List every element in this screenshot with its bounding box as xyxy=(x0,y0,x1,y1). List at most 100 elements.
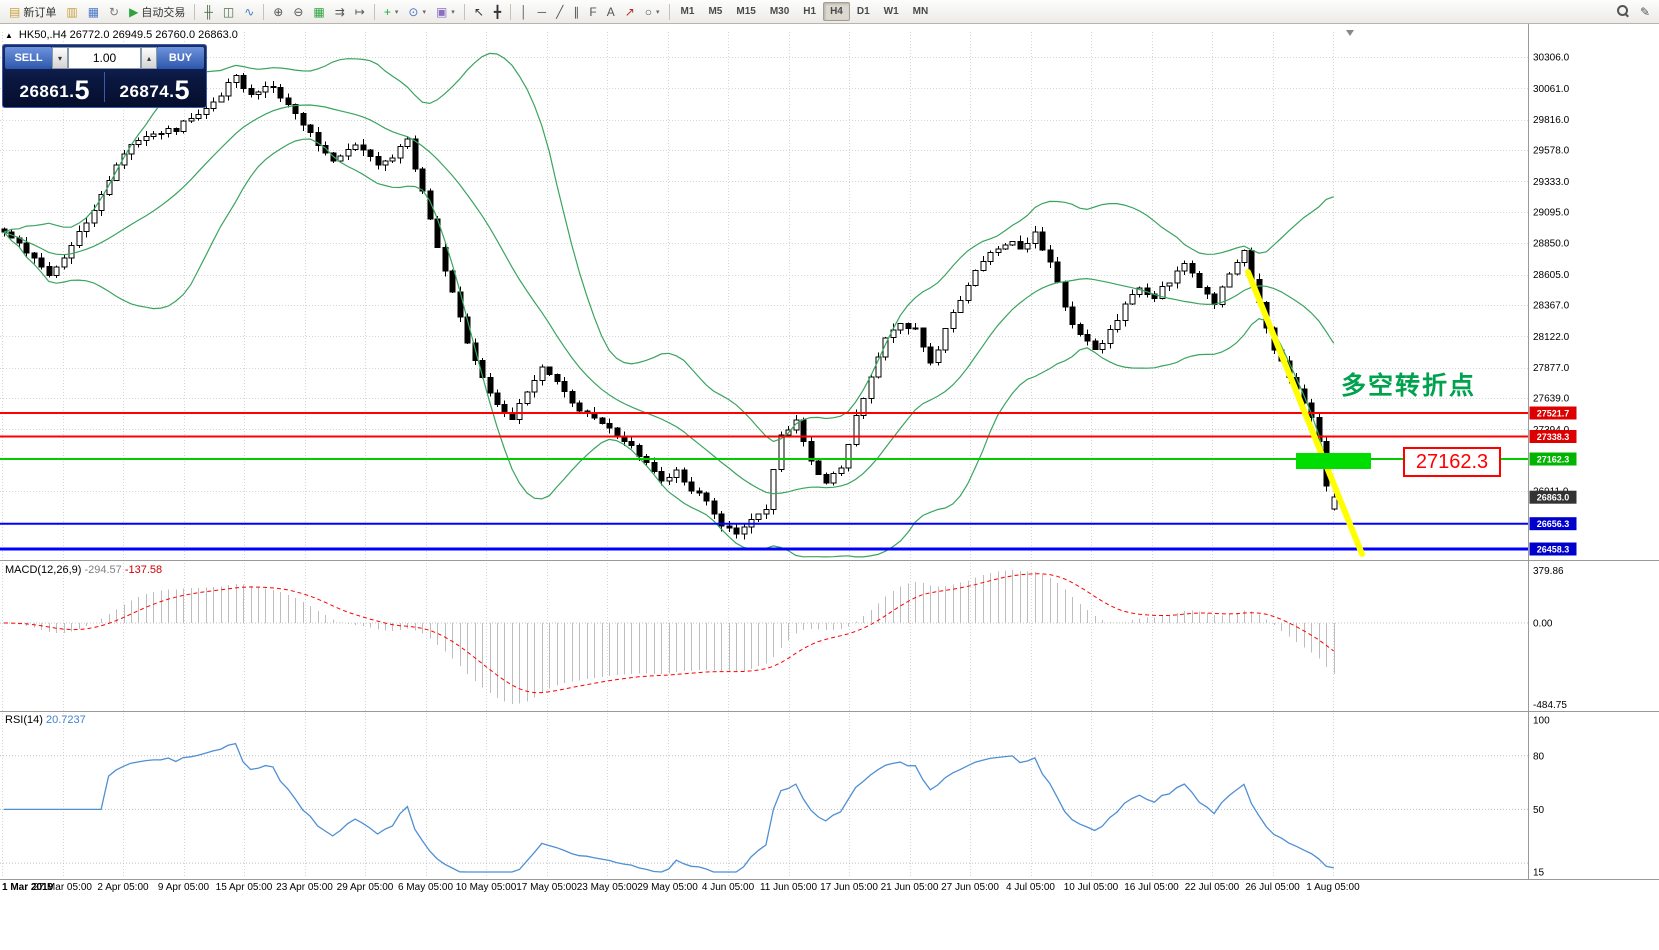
vertical-line-button[interactable]: │ xyxy=(515,2,533,21)
candle-body xyxy=(352,144,359,150)
turning-point-annotation[interactable]: 多空转折点 xyxy=(1341,372,1477,400)
zoom-in-icon: ⊕ xyxy=(273,4,284,19)
candle-body xyxy=(255,91,262,95)
timeframe-m1-button[interactable]: M1 xyxy=(674,2,702,21)
new-order-button[interactable]: ▤ 新订单 xyxy=(4,2,61,21)
candle-body xyxy=(1308,402,1315,418)
quick-draw-button[interactable]: ✎ xyxy=(1635,2,1655,21)
svg-text:27639.0: 27639.0 xyxy=(1533,394,1570,405)
tile-windows-button[interactable]: ▦ xyxy=(308,2,329,21)
toolbar-separator xyxy=(510,3,512,20)
candle-body xyxy=(38,257,45,268)
timeframe-h1-button[interactable]: H1 xyxy=(796,2,823,21)
price-level-callout[interactable]: 27162.3 xyxy=(1403,447,1501,477)
text-button[interactable]: A xyxy=(602,2,620,21)
market-watch-button[interactable]: ▦ xyxy=(83,2,104,21)
candle-body xyxy=(576,402,583,412)
candle-body xyxy=(897,323,904,331)
zoom-in-button[interactable]: ⊕ xyxy=(268,2,288,21)
arrows-button[interactable]: ↗ xyxy=(620,2,640,21)
sell-price-display[interactable]: 26861. 5 xyxy=(5,69,104,105)
periods-button[interactable]: ⊙ ▾ xyxy=(403,2,431,21)
charts-icon: ▥ xyxy=(66,4,78,19)
candle-body xyxy=(845,444,852,469)
channel-button[interactable]: ∥ xyxy=(568,2,584,21)
candlestick-chart-button[interactable]: ◫ xyxy=(218,2,239,21)
macd-name: MACD(12,26,9) xyxy=(5,564,82,576)
volume-up-button[interactable]: ▴ xyxy=(141,47,157,69)
crosshair-button[interactable]: ╋ xyxy=(489,2,506,21)
bar-chart-button[interactable]: ╫ xyxy=(199,2,218,21)
candle-body xyxy=(23,242,30,254)
auto-scroll-button[interactable]: ⇉ xyxy=(330,2,350,21)
svg-text:30061.0: 30061.0 xyxy=(1533,84,1570,95)
timeframe-w1-button[interactable]: W1 xyxy=(877,2,906,21)
auto-trading-button[interactable]: ▶ 自动交易 xyxy=(124,2,190,21)
highlight-rect-annotation[interactable] xyxy=(1296,453,1371,469)
trend-line-annotation[interactable] xyxy=(1245,269,1365,557)
timeframe-mn-button[interactable]: MN xyxy=(906,2,936,21)
candle-body xyxy=(322,144,329,154)
buy-button[interactable]: BUY xyxy=(157,47,204,69)
cursor-button[interactable]: ↖ xyxy=(469,2,489,21)
chart-window: 30306.0 30061.0 29816.0 29578.0 29333.0 29095… xyxy=(0,24,1659,950)
symbol-search-button[interactable] xyxy=(1612,2,1635,21)
timeframe-d1-button[interactable]: D1 xyxy=(850,2,877,21)
navigator-button[interactable]: ↻ xyxy=(104,2,124,21)
trendline-icon: ╱ xyxy=(556,4,564,19)
templates-button[interactable]: ▣ ▾ xyxy=(431,2,460,21)
line-chart-button[interactable]: ∿ xyxy=(239,2,259,21)
draw-group: │ ─ ╱ ∥ F A ↗ ○ ▾ xyxy=(515,0,664,23)
timeframe-h4-button[interactable]: H4 xyxy=(823,2,850,21)
candle-body xyxy=(397,146,404,159)
macd-indicator-label: MACD(12,26,9) -294.57 -137.58 xyxy=(5,564,162,576)
candle-body xyxy=(1204,286,1211,295)
volume-down-button[interactable]: ▾ xyxy=(52,47,68,69)
tile-windows-icon: ▦ xyxy=(313,4,325,19)
rsi-name: RSI(14) xyxy=(5,714,43,726)
svg-text:17 May 05:00: 17 May 05:00 xyxy=(516,882,577,893)
candle-body xyxy=(741,526,748,535)
fibonacci-button[interactable]: F xyxy=(584,2,601,21)
svg-text:9 Apr 05:00: 9 Apr 05:00 xyxy=(158,882,210,893)
svg-text:2 Apr 05:00: 2 Apr 05:00 xyxy=(97,882,149,893)
candle-body xyxy=(218,95,225,103)
candle-body xyxy=(233,75,240,83)
candle-body xyxy=(1024,243,1031,250)
svg-text:28367.0: 28367.0 xyxy=(1533,300,1570,311)
dropdown-caret-icon: ▾ xyxy=(422,8,426,16)
candle-body xyxy=(666,476,673,482)
timeframe-m5-button[interactable]: M5 xyxy=(701,2,729,21)
macd-signal-line xyxy=(3,573,1335,694)
price-tags-layer: 27521.7 27338.3 27162.3 26863.0 26656.3 26458… xyxy=(1529,406,1577,556)
chart-canvas[interactable]: 30306.0 30061.0 29816.0 29578.0 29333.0 29095… xyxy=(0,24,1659,950)
trade-panel-toggle-icon[interactable]: ▲ xyxy=(5,30,13,40)
candle-body xyxy=(367,149,374,158)
candle-body xyxy=(1039,231,1046,251)
svg-text:28605.0: 28605.0 xyxy=(1533,270,1570,281)
shapes-button[interactable]: ○ ▾ xyxy=(640,2,665,21)
timeframe-m30-button[interactable]: M30 xyxy=(763,2,796,21)
volume-input[interactable]: 1.00 xyxy=(68,47,141,69)
candle-body xyxy=(360,144,367,151)
svg-text:29 May 05:00: 29 May 05:00 xyxy=(637,882,698,893)
candle-body xyxy=(905,323,912,330)
horizontal-line-button[interactable]: ─ xyxy=(533,2,552,21)
svg-text:0.00: 0.00 xyxy=(1533,619,1553,630)
candle-body xyxy=(277,86,284,99)
indicators-button[interactable]: + ▾ xyxy=(379,2,404,21)
chart-shift-button[interactable]: ↦ xyxy=(350,2,370,21)
candle-body xyxy=(442,246,449,272)
charts-button[interactable]: ▥ xyxy=(61,2,82,21)
candle-body xyxy=(606,422,613,429)
candle-body xyxy=(860,398,867,417)
trendline-button[interactable]: ╱ xyxy=(551,2,568,21)
candle-body xyxy=(830,472,837,484)
buy-price-display[interactable]: 26874. 5 xyxy=(105,69,204,105)
svg-text:26656.3: 26656.3 xyxy=(1537,519,1570,529)
candle-body xyxy=(158,133,165,136)
timeframe-m15-button[interactable]: M15 xyxy=(729,2,762,21)
candle-body xyxy=(920,327,927,348)
sell-button[interactable]: SELL xyxy=(5,47,52,69)
zoom-out-button[interactable]: ⊖ xyxy=(288,2,308,21)
